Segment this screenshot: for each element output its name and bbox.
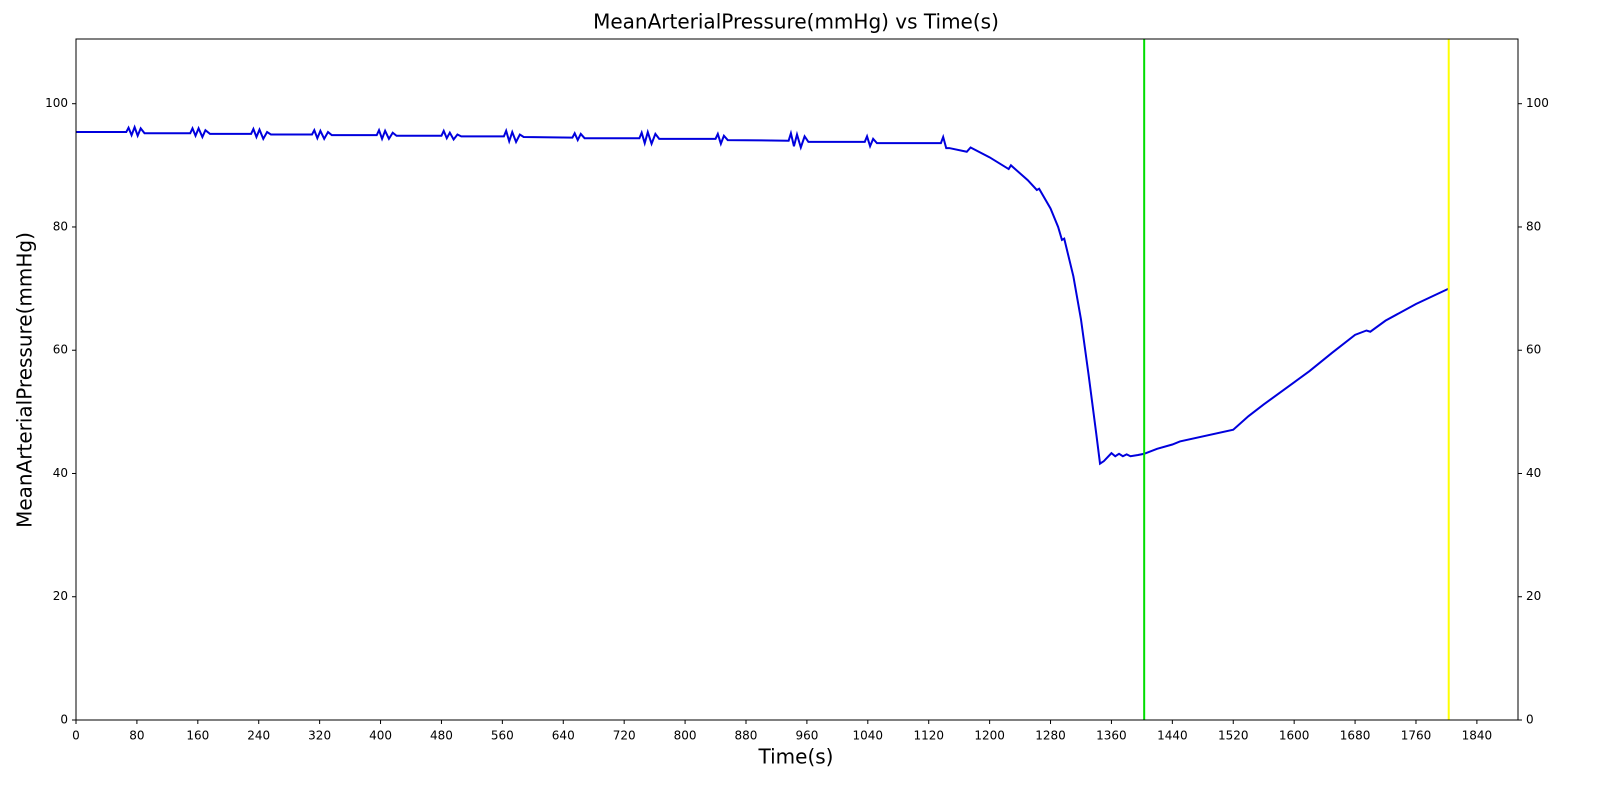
x-tick-label: 1520 xyxy=(1218,729,1249,743)
y-tick-label: 20 xyxy=(53,589,68,603)
x-tick-label: 880 xyxy=(735,729,758,743)
plot-frame xyxy=(75,38,1519,721)
x-tick-label: 240 xyxy=(247,729,270,743)
y-tick-label-right: 20 xyxy=(1526,589,1541,603)
y-tick-label: 0 xyxy=(60,713,68,727)
y-tick-label: 80 xyxy=(53,219,68,233)
x-tick-label: 640 xyxy=(552,729,575,743)
x-tick-label: 480 xyxy=(430,729,453,743)
x-tick-label: 0 xyxy=(72,729,80,743)
x-tick-label: 1440 xyxy=(1157,729,1188,743)
x-tick-label: 1200 xyxy=(974,729,1005,743)
x-axis-label: Time(s) xyxy=(758,745,834,769)
x-tick-label: 720 xyxy=(613,729,636,743)
x-tick-label: 1120 xyxy=(913,729,944,743)
y-tick-label: 40 xyxy=(53,466,68,480)
x-tick-label: 160 xyxy=(186,729,209,743)
x-tick-label: 560 xyxy=(491,729,514,743)
y-axis-label: MeanArterialPressure(mmHg) xyxy=(13,232,37,528)
x-tick-label: 1600 xyxy=(1279,729,1310,743)
y-tick-label-right: 0 xyxy=(1526,713,1534,727)
y-tick-label-right: 60 xyxy=(1526,343,1541,357)
x-tick-label: 1760 xyxy=(1401,729,1432,743)
x-tick-label: 1360 xyxy=(1096,729,1127,743)
x-tick-label: 80 xyxy=(129,729,144,743)
y-tick-label-right: 100 xyxy=(1526,96,1549,110)
y-tick-label-right: 80 xyxy=(1526,219,1541,233)
x-tick-label: 1280 xyxy=(1035,729,1066,743)
x-tick-label: 960 xyxy=(795,729,818,743)
y-tick-label-right: 40 xyxy=(1526,466,1541,480)
y-tick-label: 60 xyxy=(53,343,68,357)
x-tick-label: 1840 xyxy=(1462,729,1493,743)
x-tick-label: 320 xyxy=(308,729,331,743)
x-tick-label: 1680 xyxy=(1340,729,1371,743)
line xyxy=(76,124,1450,466)
y-tick-label: 100 xyxy=(45,96,68,110)
x-tick-label: 1040 xyxy=(853,729,884,743)
x-tick-label: 800 xyxy=(674,729,697,743)
chart-title: MeanArterialPressure(mmHg) vs Time(s) xyxy=(593,10,999,34)
x-tick-label: 400 xyxy=(369,729,392,743)
